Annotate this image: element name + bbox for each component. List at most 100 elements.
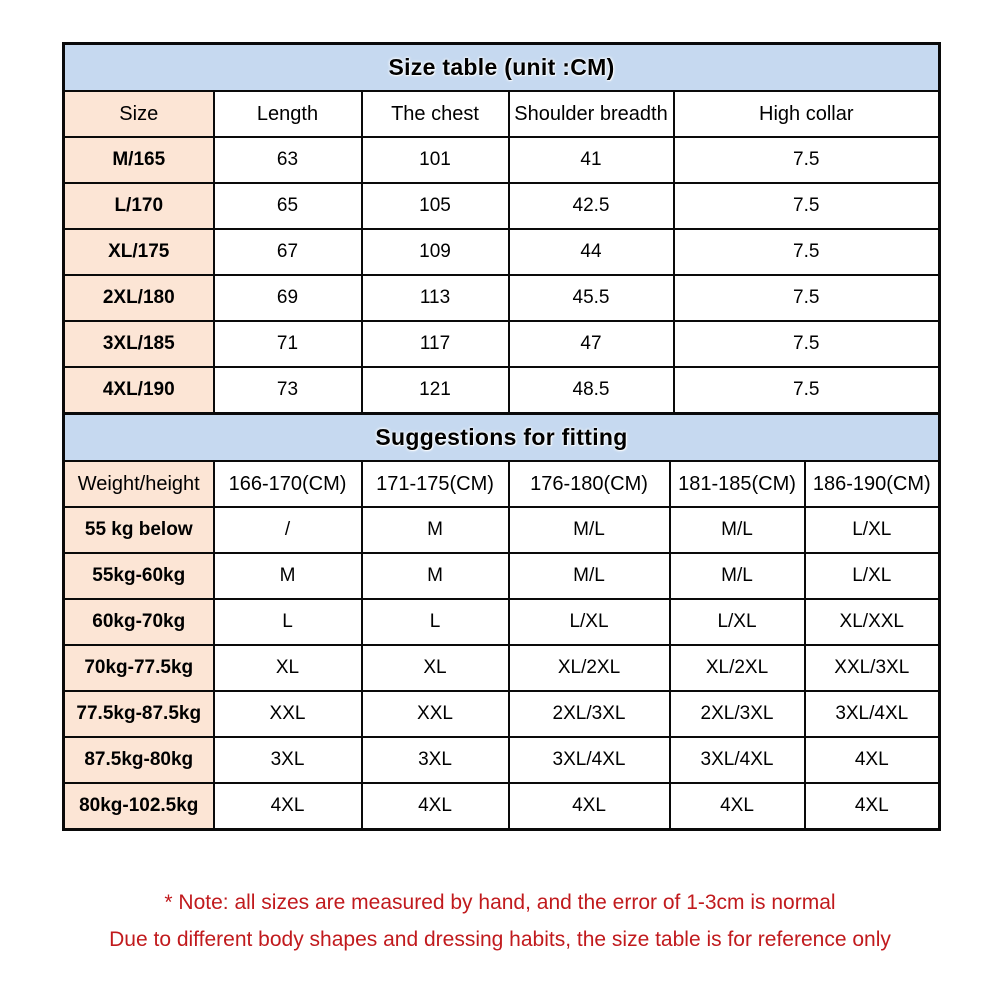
- table-cell: L: [212, 598, 363, 646]
- table-cell: 3XL/4XL: [507, 736, 671, 784]
- size-row-3xl-185: 3XL/185 71 117 47 7.5: [62, 320, 941, 368]
- col-header-chest: The chest: [360, 90, 510, 138]
- size-row-2xl-180: 2XL/180 69 113 45.5 7.5: [62, 274, 941, 322]
- table-cell: XL: [212, 644, 363, 692]
- table-cell: 3XL: [360, 736, 510, 784]
- col-header-length: Length: [212, 90, 363, 138]
- table-cell: 2XL/3XL: [668, 690, 806, 738]
- table-cell: XL/XXL: [803, 598, 941, 646]
- table-cell: 41: [507, 136, 675, 184]
- col-header-186-190: 186-190(CM): [803, 460, 941, 508]
- table-cell: /: [212, 506, 363, 554]
- table-cell: M: [360, 552, 510, 600]
- fitting-table-header-row: Weight/height 166-170(CM) 171-175(CM) 17…: [62, 460, 941, 508]
- row-header-cell: 55kg-60kg: [62, 552, 215, 600]
- table-cell: 7.5: [672, 274, 941, 322]
- table-cell: XL/2XL: [668, 644, 806, 692]
- table-cell: XL: [360, 644, 510, 692]
- table-cell: 4XL: [803, 736, 941, 784]
- table-cell: 65: [212, 182, 363, 230]
- col-header-shoulder: Shoulder breadth: [507, 90, 675, 138]
- row-header-cell: 87.5kg-80kg: [62, 736, 215, 784]
- table-cell: 7.5: [672, 136, 941, 184]
- table-cell: XXL: [212, 690, 363, 738]
- table-cell: 47: [507, 320, 675, 368]
- fitting-row-87-80: 87.5kg-80kg 3XL 3XL 3XL/4XL 3XL/4XL 4XL: [62, 736, 941, 784]
- size-table: Size table (unit :CM) Size Length The ch…: [62, 42, 942, 415]
- table-cell: M/L: [668, 506, 806, 554]
- size-row-4xl-190: 4XL/190 73 121 48.5 7.5: [62, 366, 941, 415]
- table-cell: 7.5: [672, 182, 941, 230]
- table-cell: 7.5: [672, 320, 941, 368]
- col-header-weight-height: Weight/height: [62, 460, 215, 508]
- size-row-l-170: L/170 65 105 42.5 7.5: [62, 182, 941, 230]
- size-row-m-165: M/165 63 101 41 7.5: [62, 136, 941, 184]
- col-header-171-175: 171-175(CM): [360, 460, 510, 508]
- table-cell: 71: [212, 320, 363, 368]
- fitting-row-60-70: 60kg-70kg L L L/XL L/XL XL/XXL: [62, 598, 941, 646]
- table-cell: 4XL: [507, 782, 671, 831]
- table-cell: 121: [360, 366, 510, 415]
- table-cell: 48.5: [507, 366, 675, 415]
- row-header-cell: L/170: [62, 182, 215, 230]
- row-header-cell: 77.5kg-87.5kg: [62, 690, 215, 738]
- table-cell: M/L: [668, 552, 806, 600]
- row-header-cell: 70kg-77.5kg: [62, 644, 215, 692]
- row-header-cell: 55 kg below: [62, 506, 215, 554]
- table-cell: 4XL: [803, 782, 941, 831]
- table-cell: 109: [360, 228, 510, 276]
- col-header-collar: High collar: [672, 90, 941, 138]
- fitting-table-title-row: Suggestions for fitting: [62, 412, 941, 462]
- tables-container: Size table (unit :CM) Size Length The ch…: [62, 42, 942, 831]
- note-line-2: Due to different body shapes and dressin…: [109, 928, 891, 951]
- measurement-note: * Note: all sizes are measured by hand, …: [0, 884, 1000, 958]
- table-cell: 7.5: [672, 366, 941, 415]
- table-cell: 42.5: [507, 182, 675, 230]
- table-cell: XXL: [360, 690, 510, 738]
- size-row-xl-175: XL/175 67 109 44 7.5: [62, 228, 941, 276]
- table-cell: 45.5: [507, 274, 675, 322]
- row-header-cell: XL/175: [62, 228, 215, 276]
- table-cell: 101: [360, 136, 510, 184]
- size-table-title-row: Size table (unit :CM): [62, 42, 941, 92]
- table-cell: 69: [212, 274, 363, 322]
- table-cell: 2XL/3XL: [507, 690, 671, 738]
- table-cell: XXL/3XL: [803, 644, 941, 692]
- table-cell: 63: [212, 136, 363, 184]
- table-cell: M: [360, 506, 510, 554]
- table-cell: XL/2XL: [507, 644, 671, 692]
- fitting-table-title: Suggestions for fitting: [62, 412, 941, 462]
- table-cell: L/XL: [668, 598, 806, 646]
- table-cell: 3XL: [212, 736, 363, 784]
- row-header-cell: M/165: [62, 136, 215, 184]
- row-header-cell: 4XL/190: [62, 366, 215, 415]
- table-cell: L: [360, 598, 510, 646]
- table-cell: 44: [507, 228, 675, 276]
- table-cell: 73: [212, 366, 363, 415]
- row-header-cell: 60kg-70kg: [62, 598, 215, 646]
- table-cell: 117: [360, 320, 510, 368]
- table-cell: 4XL: [360, 782, 510, 831]
- row-header-cell: 2XL/180: [62, 274, 215, 322]
- table-cell: M/L: [507, 506, 671, 554]
- table-cell: 113: [360, 274, 510, 322]
- col-header-size: Size: [62, 90, 215, 138]
- fitting-row-70-77: 70kg-77.5kg XL XL XL/2XL XL/2XL XXL/3XL: [62, 644, 941, 692]
- row-header-cell: 3XL/185: [62, 320, 215, 368]
- table-cell: L/XL: [803, 552, 941, 600]
- table-cell: L/XL: [507, 598, 671, 646]
- table-cell: 3XL/4XL: [803, 690, 941, 738]
- table-cell: M/L: [507, 552, 671, 600]
- col-header-181-185: 181-185(CM): [668, 460, 806, 508]
- table-cell: 7.5: [672, 228, 941, 276]
- fitting-row-80-102: 80kg-102.5kg 4XL 4XL 4XL 4XL 4XL: [62, 782, 941, 831]
- size-table-title: Size table (unit :CM): [62, 42, 941, 92]
- table-cell: 105: [360, 182, 510, 230]
- row-header-cell: 80kg-102.5kg: [62, 782, 215, 831]
- fitting-row-77-87: 77.5kg-87.5kg XXL XXL 2XL/3XL 2XL/3XL 3X…: [62, 690, 941, 738]
- col-header-176-180: 176-180(CM): [507, 460, 671, 508]
- fitting-row-55-60: 55kg-60kg M M M/L M/L L/XL: [62, 552, 941, 600]
- table-cell: 3XL/4XL: [668, 736, 806, 784]
- table-cell: L/XL: [803, 506, 941, 554]
